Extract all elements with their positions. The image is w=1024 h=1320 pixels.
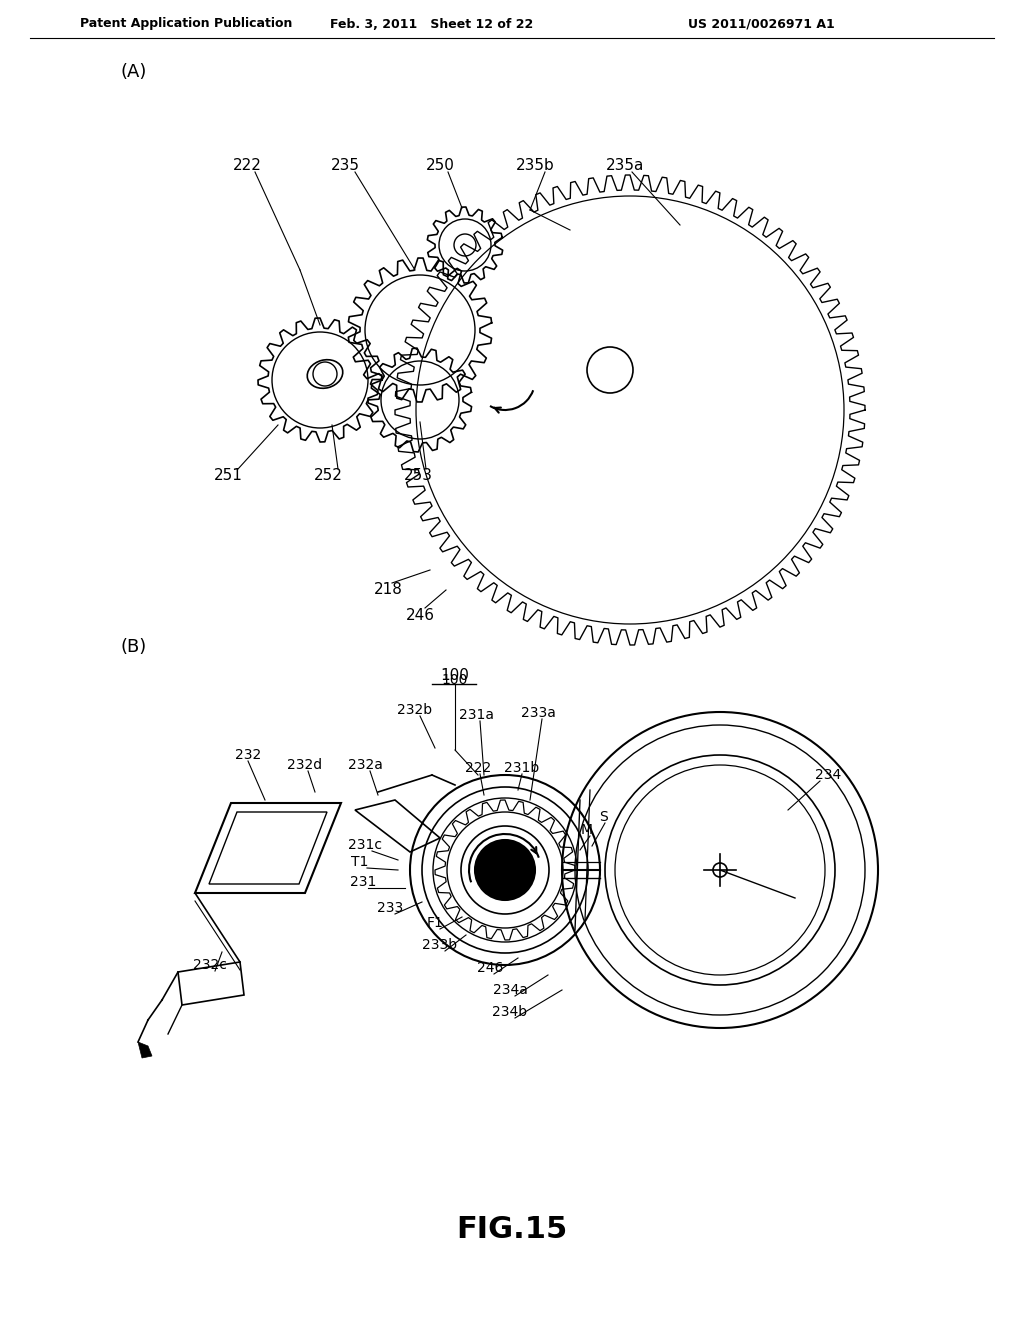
Text: 100: 100: [440, 668, 469, 684]
Text: 231a: 231a: [459, 708, 494, 722]
Text: 246: 246: [406, 607, 434, 623]
Text: 232c: 232c: [194, 958, 227, 972]
Text: 232a: 232a: [347, 758, 382, 772]
Text: 234a: 234a: [493, 983, 527, 997]
Text: 234: 234: [815, 768, 841, 781]
Text: US 2011/0026971 A1: US 2011/0026971 A1: [688, 17, 835, 30]
Text: 235a: 235a: [606, 157, 644, 173]
Circle shape: [475, 840, 535, 900]
Text: 231c: 231c: [348, 838, 382, 851]
Text: Feb. 3, 2011   Sheet 12 of 22: Feb. 3, 2011 Sheet 12 of 22: [331, 17, 534, 30]
Text: 232b: 232b: [397, 704, 432, 717]
Text: 222: 222: [465, 762, 492, 775]
Text: 252: 252: [313, 467, 342, 483]
Circle shape: [487, 851, 523, 888]
Text: 251: 251: [214, 467, 243, 483]
Text: FIG.15: FIG.15: [457, 1216, 567, 1245]
Text: 235: 235: [331, 157, 359, 173]
Text: Patent Application Publication: Patent Application Publication: [80, 17, 293, 30]
Text: S: S: [599, 810, 607, 824]
Text: 232d: 232d: [288, 758, 323, 772]
Text: 222: 222: [232, 157, 261, 173]
Text: 231b: 231b: [505, 762, 540, 775]
Text: 250: 250: [426, 157, 455, 173]
Text: F1: F1: [427, 916, 443, 931]
Text: T1: T1: [351, 855, 369, 869]
Text: 233b: 233b: [423, 939, 458, 952]
Text: 234b: 234b: [493, 1005, 527, 1019]
Text: 235b: 235b: [516, 157, 554, 173]
Text: 253: 253: [403, 467, 432, 483]
Text: 231: 231: [350, 875, 376, 888]
Text: 246: 246: [477, 961, 503, 975]
Text: (B): (B): [120, 638, 146, 656]
Text: M: M: [581, 822, 593, 837]
Polygon shape: [138, 1041, 152, 1059]
Text: 100: 100: [441, 673, 468, 686]
Text: (A): (A): [120, 63, 146, 81]
Text: 218: 218: [374, 582, 402, 598]
Text: 232: 232: [234, 748, 261, 762]
Text: 233a: 233a: [520, 706, 555, 719]
Text: 233: 233: [377, 902, 403, 915]
